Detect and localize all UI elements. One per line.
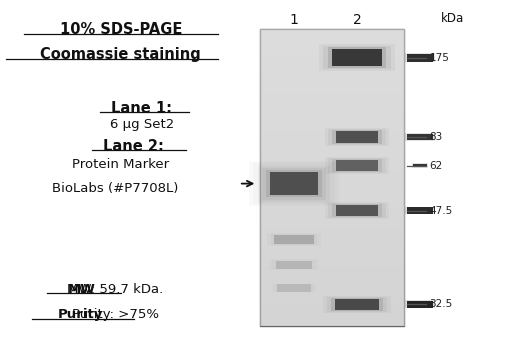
Bar bbox=[332, 130, 382, 144]
Bar bbox=[335, 299, 380, 310]
Bar bbox=[407, 207, 433, 214]
Bar bbox=[336, 205, 378, 216]
Bar bbox=[324, 128, 390, 146]
Text: 10% SDS-PAGE: 10% SDS-PAGE bbox=[59, 22, 182, 37]
Bar bbox=[324, 157, 390, 174]
Bar bbox=[329, 158, 385, 173]
Bar bbox=[332, 49, 382, 66]
Text: 6 μg Set2: 6 μg Set2 bbox=[110, 118, 174, 131]
Bar bbox=[277, 284, 311, 292]
Bar bbox=[336, 131, 378, 143]
Bar bbox=[407, 301, 433, 308]
Text: Purity: >75%: Purity: >75% bbox=[72, 308, 159, 321]
Bar bbox=[329, 203, 385, 219]
Bar bbox=[267, 233, 321, 246]
Text: Coomassie staining: Coomassie staining bbox=[40, 47, 201, 62]
Bar bbox=[412, 163, 428, 168]
Bar bbox=[405, 53, 435, 62]
Bar bbox=[269, 259, 319, 270]
Text: kDa: kDa bbox=[442, 12, 465, 24]
Text: Lane 2:: Lane 2: bbox=[103, 139, 164, 154]
Text: Lane 1:: Lane 1: bbox=[111, 101, 172, 116]
Bar bbox=[276, 261, 312, 269]
Text: 1: 1 bbox=[290, 13, 298, 27]
Bar bbox=[258, 166, 330, 202]
Text: 175: 175 bbox=[429, 53, 449, 63]
Bar bbox=[249, 161, 339, 206]
Bar bbox=[405, 300, 435, 309]
Text: MW: 59.7 kDa.: MW: 59.7 kDa. bbox=[67, 283, 164, 296]
Text: 62: 62 bbox=[429, 161, 443, 171]
Bar bbox=[414, 164, 427, 167]
Text: 83: 83 bbox=[429, 132, 443, 142]
Bar bbox=[272, 260, 316, 269]
Bar bbox=[271, 234, 317, 245]
Bar bbox=[270, 172, 318, 195]
Bar bbox=[332, 159, 382, 172]
Bar bbox=[407, 134, 433, 140]
Bar bbox=[324, 202, 390, 220]
Bar bbox=[331, 298, 383, 311]
Text: Purity: Purity bbox=[58, 308, 103, 321]
Bar bbox=[262, 168, 326, 199]
Text: Protein Marker: Protein Marker bbox=[72, 158, 169, 171]
Bar bbox=[254, 163, 334, 204]
Bar bbox=[266, 170, 322, 197]
Bar bbox=[407, 54, 433, 62]
Bar bbox=[327, 297, 387, 311]
Bar bbox=[271, 283, 317, 293]
Bar bbox=[323, 296, 391, 312]
Bar bbox=[329, 129, 385, 145]
Bar bbox=[336, 160, 378, 171]
Text: MW: MW bbox=[67, 283, 96, 296]
Bar bbox=[323, 46, 391, 69]
Text: 2: 2 bbox=[353, 13, 361, 27]
Bar bbox=[405, 133, 435, 141]
Bar bbox=[319, 44, 395, 71]
Bar bbox=[405, 207, 435, 215]
Bar bbox=[275, 235, 314, 244]
Text: 32.5: 32.5 bbox=[429, 299, 453, 309]
Bar bbox=[274, 284, 314, 292]
Bar bbox=[332, 204, 382, 217]
Bar bbox=[328, 48, 386, 68]
Bar bbox=[260, 29, 404, 326]
Text: 47.5: 47.5 bbox=[429, 206, 453, 216]
Text: BioLabs (#P7708L): BioLabs (#P7708L) bbox=[52, 182, 178, 195]
